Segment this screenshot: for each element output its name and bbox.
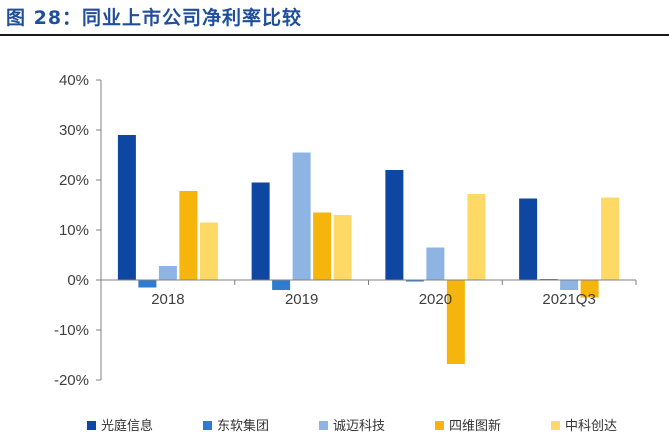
bar-光庭信息-2019 (251, 182, 270, 280)
legend-swatch (87, 421, 96, 430)
bar-东软集团-2020 (405, 280, 424, 282)
legend-swatch (319, 421, 328, 430)
bar-光庭信息-2018 (117, 135, 136, 280)
y-tick-label: 40% (59, 72, 89, 89)
bar-诚迈科技-2018 (158, 266, 177, 280)
category-labels: 2018 2019 2020 2021Q3 (151, 291, 596, 308)
bar-中科创达-2019 (333, 215, 352, 280)
y-tick-label: 30% (59, 122, 89, 139)
bar-四维图新-2019 (313, 212, 332, 280)
legend-swatch (551, 421, 560, 430)
x-category-label: 2020 (419, 291, 452, 308)
figure-title: 图 28：同业上市公司净利率比较 (6, 7, 303, 29)
y-tick-label: 10% (59, 222, 89, 239)
axis-layer: -20% -10% 0% 10% 20% 30% 40% (54, 72, 102, 389)
bar-东软集团-2019 (272, 280, 291, 290)
bar-诚迈科技-2020 (426, 247, 445, 280)
bar-四维图新-2018 (179, 191, 198, 280)
y-tick-label: -20% (54, 372, 89, 389)
title-rule (0, 34, 669, 36)
x-category-label: 2018 (151, 291, 184, 308)
bar-诚迈科技-2021Q3 (560, 280, 579, 290)
legend-swatch (435, 421, 444, 430)
bar-诚迈科技-2019 (292, 152, 311, 280)
legend-label: 东软集团 (217, 418, 269, 434)
legend-label: 诚迈科技 (333, 419, 385, 434)
legend-label: 中科创达 (565, 419, 617, 434)
bar-中科创达-2018 (199, 222, 218, 280)
legend-swatch (203, 421, 212, 430)
bar-四维图新-2020 (446, 280, 465, 364)
bar-光庭信息-2020 (385, 170, 404, 280)
bar-四维图新-2021Q3 (580, 280, 599, 298)
x-category-label: 2019 (285, 291, 318, 308)
bar-中科创达-2020 (467, 194, 486, 280)
legend-label: 四维图新 (449, 418, 501, 434)
y-tick-label: -10% (54, 322, 89, 339)
legend: 光庭信息 东软集团 诚迈科技 四维图新 中科创达 (87, 418, 617, 434)
bar-东软集团-2018 (138, 280, 157, 288)
bar-光庭信息-2021Q3 (519, 198, 538, 280)
legend-label: 光庭信息 (101, 418, 153, 434)
x-category-label: 2021Q3 (542, 291, 595, 308)
bars-layer (117, 135, 620, 364)
bar-中科创达-2021Q3 (601, 197, 620, 280)
y-tick-label: 20% (59, 172, 89, 189)
y-tick-label: 0% (67, 272, 89, 289)
